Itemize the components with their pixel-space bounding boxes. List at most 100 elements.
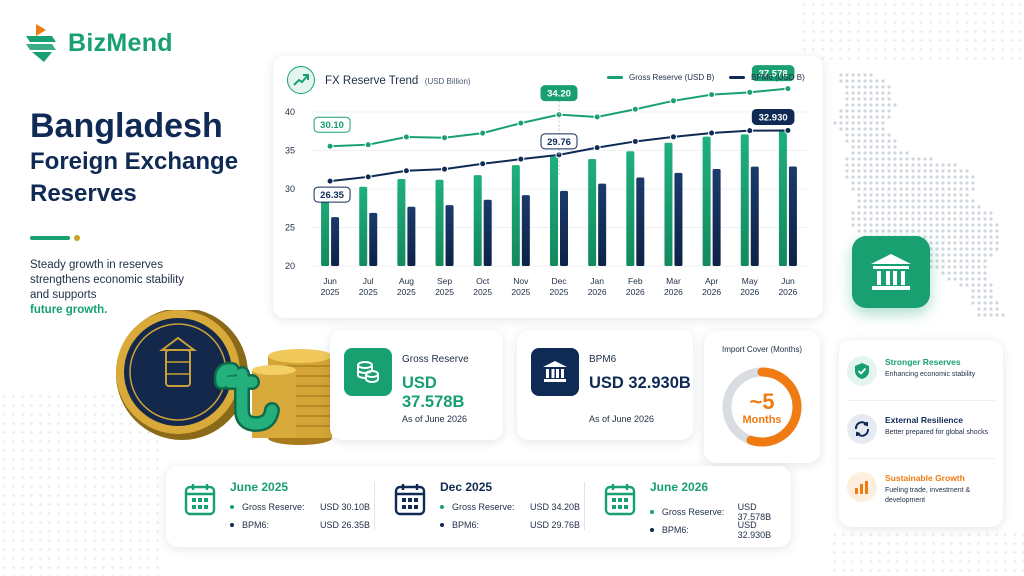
snapshot-bpm6-row: BPM6: USD 32.930B — [650, 520, 791, 540]
map-dot — [995, 307, 999, 311]
map-dot — [881, 199, 885, 203]
bar-chart-icon — [847, 472, 877, 502]
map-dot — [857, 103, 861, 107]
map-dot — [953, 229, 957, 233]
map-dot — [869, 73, 873, 77]
x-tick-month: May — [742, 276, 759, 286]
map-dot — [977, 277, 981, 281]
callout-box — [313, 186, 351, 203]
point-bpm6 — [708, 129, 716, 137]
map-dot — [929, 163, 933, 167]
snapshot-gross-value: USD 34.20B — [530, 502, 581, 512]
map-dot — [953, 247, 957, 251]
brand-logo[interactable]: BizMend — [22, 22, 173, 64]
map-dot — [857, 121, 861, 125]
map-dot — [869, 193, 873, 197]
map-dot — [887, 145, 891, 149]
map-dot — [869, 109, 873, 113]
map-dot — [869, 181, 873, 185]
map-dot — [989, 223, 993, 227]
point-gross — [784, 85, 792, 93]
map-dot — [839, 127, 843, 131]
page-headline: Bangladesh Foreign Exchange Reserves — [30, 106, 270, 210]
map-dot — [959, 181, 963, 185]
divider — [374, 482, 375, 530]
map-dot — [983, 241, 987, 245]
calendar-icon — [394, 484, 426, 516]
gross-reserve-card: Gross Reserve USD 37.578B As of June 202… — [330, 330, 503, 440]
x-tick-year: 2025 — [397, 287, 416, 297]
bar-gross — [702, 136, 711, 266]
bangladesh-map-dots — [833, 73, 1005, 317]
map-dot — [917, 223, 921, 227]
coins-icon — [344, 348, 392, 396]
bar-gross — [664, 142, 673, 266]
map-dot — [971, 259, 975, 263]
snapshot-june-2026: June 2026 Gross Reserve: USD 37.578B BPM6… — [586, 466, 791, 547]
point-gross — [479, 129, 487, 137]
map-dot — [869, 115, 873, 119]
map-dot — [881, 163, 885, 167]
chart-header: FX Reserve Trend (USD Billion) — [287, 66, 471, 94]
map-dot — [971, 277, 975, 281]
map-dot — [869, 217, 873, 221]
map-dot — [941, 259, 945, 263]
legend-item-bpm6: BPM6 (USD B) — [729, 73, 805, 82]
map-dot — [923, 157, 927, 161]
map-dot — [893, 205, 897, 209]
map-dot — [863, 157, 867, 161]
map-dot — [941, 241, 945, 245]
map-dot — [863, 175, 867, 179]
x-tick-year: 2026 — [740, 287, 759, 297]
map-dot — [875, 85, 879, 89]
map-dot — [893, 139, 897, 143]
map-dot — [845, 169, 849, 173]
map-dot — [893, 229, 897, 233]
map-dot — [947, 175, 951, 179]
chart-title: FX Reserve Trend — [325, 75, 419, 87]
x-tick-year: 2025 — [473, 287, 492, 297]
map-dot — [851, 91, 855, 95]
map-dot — [857, 127, 861, 131]
map-dot — [965, 277, 969, 281]
map-dot — [875, 97, 879, 101]
map-dot — [941, 181, 945, 185]
map-dot — [923, 181, 927, 185]
map-dot — [863, 229, 867, 233]
map-dot — [965, 217, 969, 221]
map-dot — [935, 199, 939, 203]
bar-bpm6 — [331, 217, 340, 266]
map-dot — [869, 91, 873, 95]
map-dot — [929, 259, 933, 263]
map-dot — [947, 187, 951, 191]
map-dot — [881, 217, 885, 221]
map-dot — [899, 187, 903, 191]
map-dot — [875, 175, 879, 179]
map-dot — [941, 223, 945, 227]
map-dot — [869, 211, 873, 215]
map-dot — [995, 301, 999, 305]
map-dot — [869, 97, 873, 101]
map-dot — [977, 265, 981, 269]
map-dot — [953, 259, 957, 263]
map-dot — [905, 181, 909, 185]
map-dot — [905, 151, 909, 155]
map-dot — [917, 181, 921, 185]
map-dot — [887, 229, 891, 233]
map-dot — [851, 97, 855, 101]
map-dot — [893, 103, 897, 107]
map-dot — [839, 109, 843, 113]
map-dot — [917, 217, 921, 221]
map-dot — [851, 103, 855, 107]
map-dot — [839, 121, 843, 125]
y-tick-label: 35 — [285, 146, 295, 156]
map-dot — [851, 169, 855, 173]
legend-swatch-gross — [607, 76, 623, 79]
x-tick-year: 2025 — [511, 287, 530, 297]
map-dot — [971, 223, 975, 227]
benefit-title: Stronger Reserves — [885, 357, 961, 367]
snapshot-bpm6-value: USD 32.930B — [737, 520, 772, 540]
map-dot — [887, 211, 891, 215]
map-dot — [851, 115, 855, 119]
map-dot — [959, 169, 963, 173]
